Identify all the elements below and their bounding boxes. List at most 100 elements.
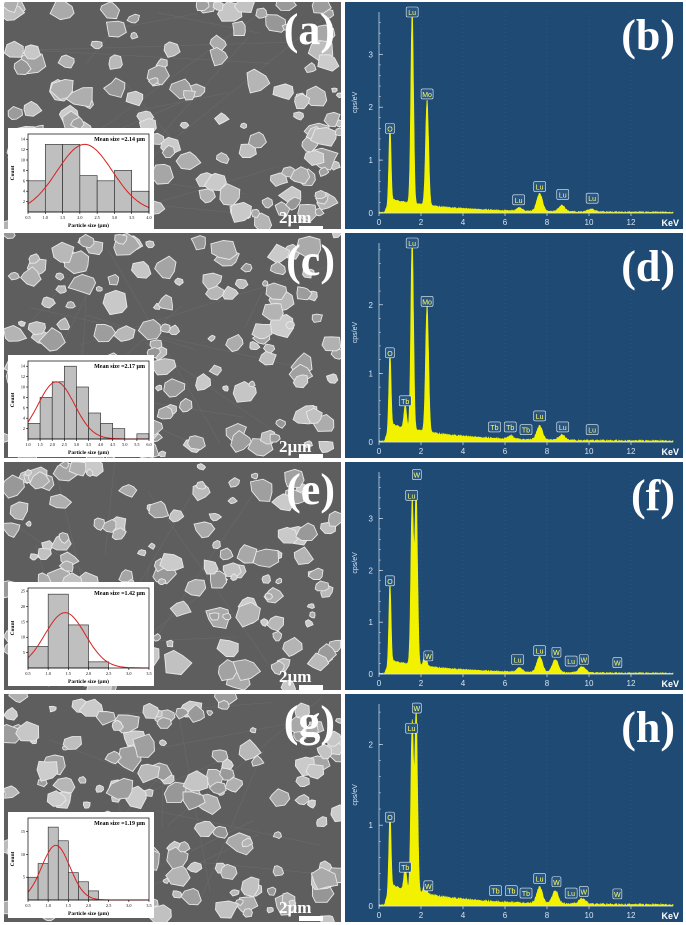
particle	[328, 510, 341, 527]
particle	[25, 520, 32, 527]
particle	[118, 484, 138, 498]
y-tick-label: 10	[21, 158, 25, 163]
peak-element-label: Lu	[536, 649, 544, 656]
particle	[235, 601, 261, 628]
particle	[252, 548, 280, 568]
histogram-bar	[136, 433, 150, 440]
particle	[68, 462, 87, 477]
y-axis-label: cps/eV	[352, 552, 359, 574]
x-tick-label: 2	[419, 679, 424, 688]
particle	[234, 898, 244, 907]
particle	[271, 493, 296, 512]
size-histogram-inset-a: 0.5 1.0 1.5 2.0 2.5 3.0 3.5 4.0 2 4 6 8 10 12 14 Partic…	[8, 128, 154, 229]
x-tick-label: 8	[545, 218, 550, 227]
particle	[295, 235, 322, 258]
particle	[195, 373, 212, 391]
particle	[284, 196, 302, 211]
particle	[79, 233, 95, 249]
particle	[306, 652, 330, 672]
mean-size-label: Mean size =1.19 µm	[94, 821, 145, 827]
particle	[304, 723, 319, 737]
particle	[154, 384, 163, 392]
particle	[317, 54, 340, 72]
particle	[13, 58, 32, 75]
peak-label-box	[412, 469, 422, 480]
particle	[272, 831, 283, 840]
particle	[202, 272, 223, 290]
particle	[111, 719, 124, 731]
particle	[24, 468, 33, 477]
particle	[316, 816, 328, 828]
x-tick-label: 10	[585, 911, 594, 920]
y-tick-label: 2	[369, 301, 374, 310]
y-tick-label: 4	[23, 189, 26, 194]
particle	[255, 7, 268, 19]
particle	[314, 190, 327, 200]
particle	[175, 151, 202, 170]
particle	[179, 121, 190, 129]
peak-element-label: Lu	[408, 493, 416, 500]
peak-label-box	[519, 887, 533, 899]
particle	[238, 739, 262, 761]
eds-spectrum-d: 0 1 2 0 2 4 6 8 10 12 cps/eV KeV Lu Mo O Tb Tb Tb Tb Lu Lu Lu	[345, 233, 683, 458]
y-tick-label: 0	[369, 670, 374, 679]
particle	[242, 908, 253, 918]
peak-element-label: Tb	[401, 865, 409, 872]
particle	[251, 323, 273, 340]
particle	[95, 784, 104, 793]
peak-label-box	[585, 424, 599, 435]
size-histogram-inset-e: 0.5 1.0 1.5 2.0 2.5 3.0 3.5 5 10 15 20 25 Particle s…	[8, 582, 154, 686]
x-axis-label: Particle size (µm)	[68, 222, 109, 229]
particle	[111, 527, 127, 540]
particle	[169, 600, 192, 618]
particle	[178, 397, 193, 413]
x-tick-label: 4	[461, 911, 466, 920]
particle	[208, 781, 227, 795]
x-tick-label: 4.0	[98, 442, 103, 447]
particle	[265, 14, 287, 33]
particle	[309, 611, 316, 619]
particle	[270, 660, 285, 676]
peak-element-label: O	[387, 351, 393, 358]
x-tick-label: 10	[585, 218, 594, 227]
histogram-bar	[78, 881, 89, 901]
peak-label-box	[551, 646, 562, 658]
histogram-bar	[79, 175, 98, 213]
sem-micrograph	[4, 2, 341, 229]
y-tick-label: 10	[21, 635, 25, 640]
y-tick-label: 2	[23, 426, 25, 431]
particle	[331, 87, 338, 93]
peak-label-box	[578, 886, 589, 897]
x-tick-label: 6	[503, 679, 508, 688]
eds-spectrum-b: 0 1 2 3 0 2 4 6 8 10 12 cps/eV KeV Lu Mo O Lu Lu Lu Lu	[345, 2, 683, 229]
particle	[103, 77, 126, 98]
particle	[166, 639, 174, 648]
particle	[282, 636, 303, 658]
particle	[311, 2, 332, 14]
particle	[219, 767, 235, 781]
histogram-bar	[27, 423, 41, 440]
scale-bar-g	[299, 916, 323, 921]
scale-bar-c	[299, 454, 323, 458]
particle	[193, 820, 217, 837]
particle	[29, 471, 51, 490]
x-tick-label: 2.0	[50, 442, 55, 447]
particle	[280, 679, 296, 690]
peak-label-box	[412, 702, 422, 714]
particle	[216, 639, 239, 658]
histogram-bar	[131, 190, 150, 213]
histogram-bar	[68, 872, 79, 901]
x-tick-label: 1.5	[66, 671, 71, 676]
sem-panel-c: 1.0 1.5 2.0 2.5 3.0 3.5 4.0 4.5 5.0 5.5 6.0 2 4 6 8 10 1…	[4, 233, 341, 458]
x-tick-label: 0	[377, 911, 382, 920]
x-tick-label: 2.5	[106, 903, 111, 908]
y-axis-label: cps/eV	[352, 322, 359, 344]
particle	[147, 77, 159, 86]
spectrum-line	[378, 490, 674, 675]
particle	[156, 717, 173, 729]
particle	[49, 78, 74, 100]
y-tick-label: 2	[369, 740, 374, 749]
particle	[29, 553, 39, 561]
peak-element-label: Tb	[506, 425, 514, 432]
particle	[305, 619, 314, 628]
